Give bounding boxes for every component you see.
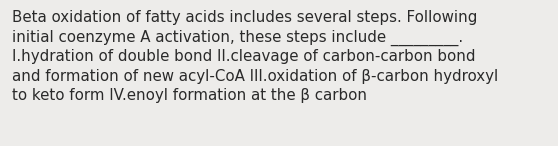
Text: initial coenzyme A activation, these steps include _________.: initial coenzyme A activation, these ste…	[12, 29, 463, 46]
Text: Beta oxidation of fatty acids includes several steps. Following: Beta oxidation of fatty acids includes s…	[12, 10, 478, 25]
Text: and formation of new acyl-CoA III.oxidation of β-carbon hydroxyl: and formation of new acyl-CoA III.oxidat…	[12, 68, 498, 84]
Text: to keto form IV.enoyl formation at the β carbon: to keto form IV.enoyl formation at the β…	[12, 88, 367, 103]
Text: I.hydration of double bond II.cleavage of carbon-carbon bond: I.hydration of double bond II.cleavage o…	[12, 49, 475, 64]
